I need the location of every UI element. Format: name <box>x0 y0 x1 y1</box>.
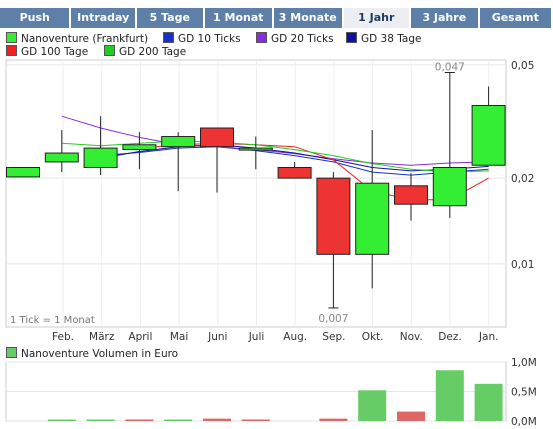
moving-average-line <box>61 140 489 173</box>
legend-item: GD 200 Tage <box>104 45 186 58</box>
candle-body <box>44 152 79 163</box>
period-tabs: Push Intraday 5 Tage 1 Monat 3 Monate 1 Jahr 3… <box>0 8 553 28</box>
legend-item: GD 10 Ticks <box>163 32 241 45</box>
legend-item: GD 20 Ticks <box>256 32 334 45</box>
tab-1-monat[interactable]: 1 Monat <box>204 8 273 28</box>
volume-bar <box>125 419 154 421</box>
legend-label: GD 20 Ticks <box>271 33 334 45</box>
volume-bar <box>164 419 193 421</box>
x-tick-label: März <box>89 331 115 343</box>
volume-tick-label: 0,5M <box>511 387 537 399</box>
candle-body <box>122 144 157 151</box>
legend-label: GD 200 Tage <box>119 46 187 58</box>
legend-label: GD 100 Tage <box>21 46 89 58</box>
volume-tick-label: 1,0M <box>511 357 537 369</box>
tab-gesamt[interactable]: Gesamt <box>479 8 552 28</box>
legend-label: GD 10 Ticks <box>178 33 241 45</box>
tick-note: 1 Tick = 1 Monat <box>10 315 95 326</box>
volume-bar <box>358 390 387 421</box>
x-tick-label: Nov. <box>400 331 423 343</box>
candle-body <box>161 136 196 148</box>
legend-label: GD 38 Tage <box>361 33 422 45</box>
legend-item: GD 100 Tage <box>6 45 88 58</box>
volume-legend-label: Nanoventure Volumen in Euro <box>21 348 179 360</box>
candle-body <box>6 166 40 178</box>
volume-bar <box>474 383 503 421</box>
candle-body <box>238 147 273 151</box>
volume-bar <box>319 418 348 421</box>
volume-bar <box>241 419 270 421</box>
legend-item: GD 38 Tage <box>346 32 422 45</box>
volume-legend: Nanoventure Volumen in Euro <box>6 347 306 361</box>
x-tick-label: April <box>128 331 152 343</box>
x-tick-label: Sep. <box>322 331 345 343</box>
volume-bar <box>86 419 115 421</box>
volume-bar <box>47 419 76 421</box>
legend-swatch <box>6 32 17 43</box>
candle-body <box>83 147 118 168</box>
candle-body <box>471 104 506 166</box>
legend-swatch <box>163 32 174 43</box>
legend-swatch <box>256 32 267 43</box>
legend-swatch <box>6 45 17 56</box>
tab-5-tage[interactable]: 5 Tage <box>137 8 203 28</box>
x-tick-label: Aug. <box>283 331 307 343</box>
x-tick-label: Juni <box>207 331 227 343</box>
tab-3-monate[interactable]: 3 Monate <box>274 8 342 28</box>
tab-3-jahre[interactable]: 3 Jahre <box>411 8 478 28</box>
candle-body <box>355 182 390 255</box>
tab-push[interactable]: Push <box>0 8 70 28</box>
extreme-label: 0,007 <box>318 313 348 325</box>
moving-average-line <box>100 146 489 176</box>
legend-swatch <box>346 32 357 43</box>
candle-body <box>316 177 351 255</box>
volume-tick-label: 0,0M <box>511 416 537 428</box>
extreme-label: 0,047 <box>435 61 465 73</box>
volume-bar <box>435 370 464 421</box>
candle-body <box>432 166 467 207</box>
x-tick-label: Okt. <box>362 331 384 343</box>
candle-body <box>394 185 428 205</box>
tab-1-jahr[interactable]: 1 Jahr <box>343 8 410 28</box>
y-tick-label: 0,05 <box>511 60 534 72</box>
x-tick-label: Dez. <box>438 331 461 343</box>
legend-item: Nanoventure (Frankfurt) <box>6 32 148 45</box>
legend-label: Nanoventure (Frankfurt) <box>21 33 149 45</box>
moving-average-line <box>139 142 489 201</box>
y-tick-label: 0,01 <box>511 259 534 271</box>
x-tick-label: Mai <box>170 331 188 343</box>
candle-body <box>200 127 234 148</box>
volume-bar <box>397 411 425 421</box>
x-tick-label: Juli <box>248 331 265 343</box>
volume-bar <box>203 418 231 421</box>
volume-legend-swatch <box>6 347 17 358</box>
tab-intraday[interactable]: Intraday <box>71 8 136 28</box>
x-tick-label: Feb. <box>52 331 74 343</box>
x-tick-label: Jan. <box>478 331 499 343</box>
candle-body <box>277 166 312 179</box>
chart-legend: Nanoventure (Frankfurt) GD 10 Ticks GD 20 … <box>6 32 526 60</box>
legend-swatch <box>104 45 115 56</box>
y-tick-label: 0,02 <box>511 173 534 185</box>
moving-average-line <box>61 115 489 166</box>
